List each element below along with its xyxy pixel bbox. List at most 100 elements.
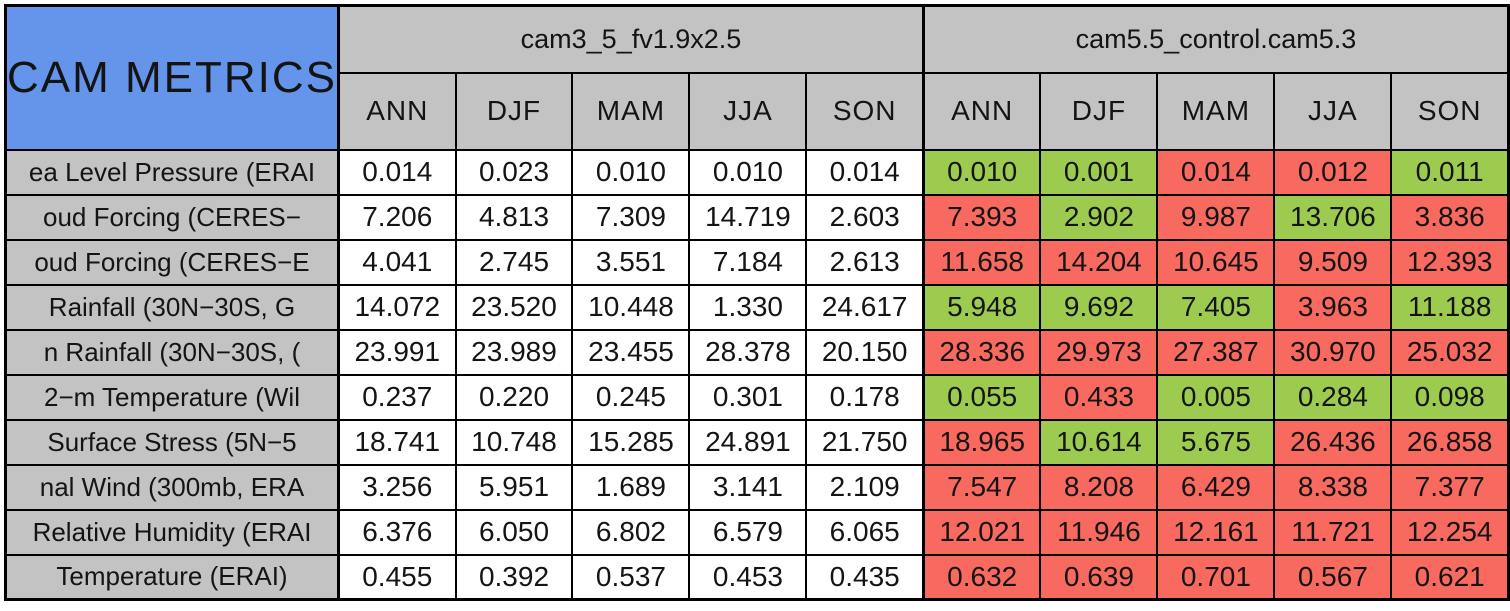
- baseline-value-cell: 0.537: [571, 553, 691, 601]
- comparison-value-cell: 29.973: [1039, 328, 1159, 376]
- comparison-value-cell: 0.433: [1039, 373, 1159, 421]
- baseline-value-cell: 0.010: [571, 148, 691, 196]
- comparison-value-cell: 7.377: [1390, 463, 1510, 511]
- baseline-value-cell: 1.330: [688, 283, 808, 331]
- metric-label-cell: Relative Humidity (ERAI: [4, 508, 340, 556]
- baseline-value-cell: 28.378: [688, 328, 808, 376]
- cam-metrics-table: CAM METRICS cam3_5_fv1.9x2.5 cam5.5_cont…: [4, 4, 1510, 601]
- baseline-value-cell: 18.741: [337, 418, 457, 466]
- comparison-value-cell: 0.055: [921, 373, 1042, 421]
- baseline-value-cell: 6.802: [571, 508, 691, 556]
- metric-label-cell: Rainfall (30N−30S, G: [4, 283, 340, 331]
- comparison-value-cell: 5.675: [1156, 418, 1276, 466]
- baseline-value-cell: 21.750: [805, 418, 925, 466]
- metric-row: 2−m Temperature (Wil 0.237 0.220 0.245 0.301…: [4, 373, 1510, 421]
- baseline-value-cell: 0.178: [805, 373, 925, 421]
- comparison-value-cell: 11.946: [1039, 508, 1159, 556]
- metric-row: Temperature (ERAI) 0.455 0.392 0.537 0.453 0.…: [4, 553, 1510, 601]
- season-header: MAM: [1156, 71, 1276, 151]
- season-header: DJF: [454, 71, 574, 151]
- comparison-value-cell: 9.987: [1156, 193, 1276, 241]
- comparison-value-cell: 0.001: [1039, 148, 1159, 196]
- baseline-value-cell: 0.453: [688, 553, 808, 601]
- baseline-value-cell: 0.301: [688, 373, 808, 421]
- comparison-value-cell: 0.014: [1156, 148, 1276, 196]
- comparison-value-cell: 11.658: [921, 238, 1042, 286]
- comparison-value-cell: 26.436: [1273, 418, 1393, 466]
- metric-label-cell: oud Forcing (CERES−E: [4, 238, 340, 286]
- comparison-value-cell: 10.614: [1039, 418, 1159, 466]
- baseline-value-cell: 20.150: [805, 328, 925, 376]
- baseline-value-cell: 0.220: [454, 373, 574, 421]
- comparison-value-cell: 0.012: [1273, 148, 1393, 196]
- baseline-value-cell: 3.551: [571, 238, 691, 286]
- baseline-value-cell: 6.065: [805, 508, 925, 556]
- baseline-value-cell: 0.245: [571, 373, 691, 421]
- baseline-value-cell: 7.184: [688, 238, 808, 286]
- baseline-value-cell: 4.041: [337, 238, 457, 286]
- comparison-value-cell: 7.393: [921, 193, 1042, 241]
- baseline-value-cell: 6.579: [688, 508, 808, 556]
- baseline-value-cell: 3.141: [688, 463, 808, 511]
- baseline-value-cell: 0.237: [337, 373, 457, 421]
- baseline-value-cell: 24.617: [805, 283, 925, 331]
- metric-label-cell: Temperature (ERAI): [4, 553, 340, 601]
- baseline-value-cell: 0.455: [337, 553, 457, 601]
- baseline-value-cell: 4.813: [454, 193, 574, 241]
- baseline-value-cell: 7.206: [337, 193, 457, 241]
- comparison-value-cell: 14.204: [1039, 238, 1159, 286]
- comparison-value-cell: 11.188: [1390, 283, 1510, 331]
- baseline-value-cell: 14.072: [337, 283, 457, 331]
- comparison-value-cell: 12.254: [1390, 508, 1510, 556]
- comparison-value-cell: 3.963: [1273, 283, 1393, 331]
- comparison-value-cell: 7.405: [1156, 283, 1276, 331]
- comparison-model-name: cam5.5_control.cam5.3: [1075, 23, 1357, 54]
- comparison-value-cell: 30.970: [1273, 328, 1393, 376]
- baseline-value-cell: 14.719: [688, 193, 808, 241]
- comparison-value-cell: 0.621: [1390, 553, 1510, 601]
- baseline-value-cell: 23.991: [337, 328, 457, 376]
- baseline-value-cell: 10.748: [454, 418, 574, 466]
- comparison-value-cell: 3.836: [1390, 193, 1510, 241]
- season-header: JJA: [688, 71, 808, 151]
- comparison-value-cell: 0.632: [921, 553, 1042, 601]
- metric-label-cell: n Rainfall (30N−30S, (: [4, 328, 340, 376]
- comparison-value-cell: 26.858: [1390, 418, 1510, 466]
- baseline-value-cell: 0.023: [454, 148, 574, 196]
- comparison-value-cell: 10.645: [1156, 238, 1276, 286]
- group-header-baseline-model: cam3_5_fv1.9x2.5: [337, 4, 925, 74]
- season-header: ANN: [337, 71, 457, 151]
- comparison-value-cell: 2.902: [1039, 193, 1159, 241]
- comparison-value-cell: 25.032: [1390, 328, 1510, 376]
- baseline-value-cell: 0.014: [337, 148, 457, 196]
- metric-label-cell: oud Forcing (CERES−: [4, 193, 340, 241]
- metric-row: oud Forcing (CERES− 7.206 4.813 7.309 14.719…: [4, 193, 1510, 241]
- baseline-value-cell: 0.010: [688, 148, 808, 196]
- comparison-value-cell: 11.721: [1273, 508, 1393, 556]
- metric-row: Relative Humidity (ERAI 6.376 6.050 6.802 6.…: [4, 508, 1510, 556]
- comparison-value-cell: 9.692: [1039, 283, 1159, 331]
- baseline-value-cell: 0.392: [454, 553, 574, 601]
- comparison-value-cell: 0.010: [921, 148, 1042, 196]
- metric-row: Rainfall (30N−30S, G 14.072 23.520 10.448 1.…: [4, 283, 1510, 331]
- table-title: CAM METRICS: [7, 52, 337, 102]
- baseline-value-cell: 2.109: [805, 463, 925, 511]
- baseline-value-cell: 0.014: [805, 148, 925, 196]
- metric-label-cell: nal Wind (300mb, ERA: [4, 463, 340, 511]
- baseline-value-cell: 6.050: [454, 508, 574, 556]
- metric-row: oud Forcing (CERES−E 4.041 2.745 3.551 7.184…: [4, 238, 1510, 286]
- comparison-value-cell: 0.005: [1156, 373, 1276, 421]
- comparison-value-cell: 0.284: [1273, 373, 1393, 421]
- season-header: SON: [805, 71, 925, 151]
- baseline-model-name: cam3_5_fv1.9x2.5: [520, 23, 742, 54]
- season-header: MAM: [571, 71, 691, 151]
- metric-row: ea Level Pressure (ERAI 0.014 0.023 0.010 0.…: [4, 148, 1510, 196]
- model-header-row: CAM METRICS cam3_5_fv1.9x2.5 cam5.5_cont…: [4, 4, 1510, 151]
- metric-label-cell: 2−m Temperature (Wil: [4, 373, 340, 421]
- baseline-value-cell: 2.603: [805, 193, 925, 241]
- season-header: DJF: [1039, 71, 1159, 151]
- season-header: ANN: [921, 71, 1042, 151]
- season-header: JJA: [1273, 71, 1393, 151]
- comparison-value-cell: 13.706: [1273, 193, 1393, 241]
- comparison-value-cell: 0.639: [1039, 553, 1159, 601]
